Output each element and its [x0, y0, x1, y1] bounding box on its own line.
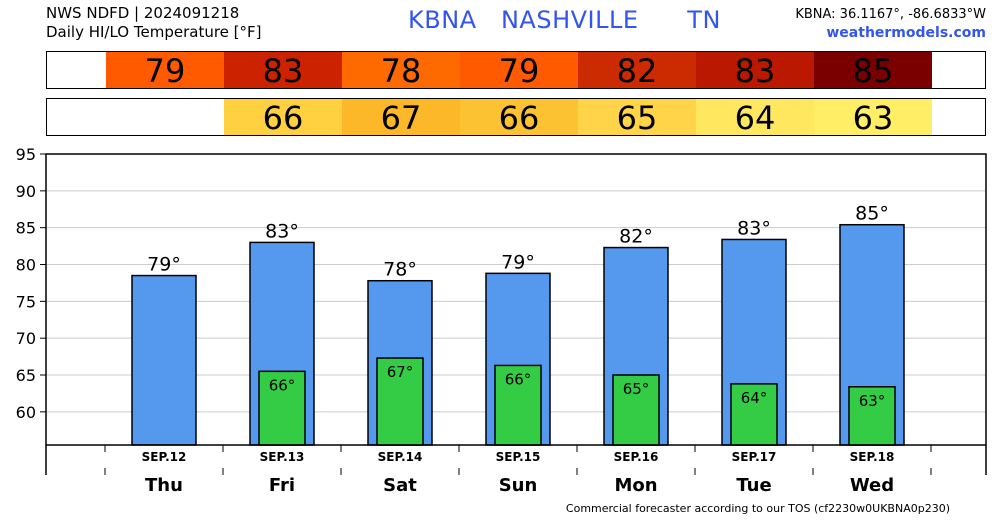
- lo-strip-cell-4: 65: [578, 99, 696, 137]
- chart-subtitle: Daily HI/LO Temperature [°F]: [46, 23, 262, 41]
- lo-strip-cell-3: 66: [460, 99, 578, 137]
- y-tick-label-80: 80: [16, 256, 36, 275]
- lo-strip-cell-1: 66: [224, 99, 342, 137]
- lo-strip-cell-5: 64: [696, 99, 814, 137]
- hi-strip-cell-5: 83: [696, 52, 814, 90]
- lo-strip-cell-6: 63: [814, 99, 932, 137]
- header-right: KBNA: 36.1167°, -86.6833°W weathermodels…: [795, 5, 986, 43]
- weekday-label-3: Sun: [499, 475, 538, 496]
- y-tick-label-90: 90: [16, 182, 36, 201]
- low-bar-3: [494, 364, 542, 446]
- date-label-2: SEP.14: [378, 450, 423, 464]
- high-bar-0: [131, 274, 197, 446]
- y-tick-label-85: 85: [16, 219, 36, 238]
- weekday-label-5: Tue: [736, 475, 771, 496]
- plot-border: [45, 153, 987, 446]
- high-bar-label-4: 82°: [619, 226, 653, 248]
- low-bar-2: [376, 357, 424, 446]
- date-label-0: SEP.12: [142, 450, 187, 464]
- lo-strip-cell-0: [106, 99, 224, 135]
- high-bar-label-1: 83°: [265, 220, 299, 242]
- low-bar-label-5: 64°: [741, 389, 768, 407]
- model-run-label: NWS NDFD | 2024091218: [46, 4, 240, 22]
- hi-strip-cell-2: 78: [342, 52, 460, 90]
- hi-strip-cell-4: 82: [578, 52, 696, 90]
- low-bar-6: [848, 386, 896, 446]
- high-bar-label-3: 79°: [501, 251, 535, 273]
- site-link[interactable]: weathermodels.com: [826, 25, 986, 41]
- hi-strip-cell-3: 79: [460, 52, 578, 90]
- station-title: KBNA NASHVILLE TN: [408, 6, 721, 34]
- high-bar-label-2: 78°: [383, 259, 417, 281]
- date-label-6: SEP.18: [850, 450, 895, 464]
- weekday-label-6: Wed: [850, 475, 894, 496]
- weekday-label-4: Mon: [614, 475, 657, 496]
- low-bar-label-2: 67°: [387, 363, 414, 381]
- low-bar-label-3: 66°: [505, 370, 532, 388]
- hi-strip-cell-6: 85: [814, 52, 932, 90]
- weekday-label-2: Sat: [383, 475, 417, 496]
- low-temp-strip: 66 67 66 65 64 63: [46, 98, 986, 137]
- y-tick-label-60: 60: [16, 403, 36, 422]
- hi-strip-cell-1: 83: [224, 52, 342, 90]
- low-bar-label-1: 66°: [269, 376, 296, 394]
- station-coords: KBNA: 36.1167°, -86.6833°W: [795, 7, 986, 22]
- y-tick-label-95: 95: [16, 145, 36, 164]
- temperature-chart: 60 65 70 75 80 85 90 95 79° 83° 78° 79° 82° 83° 85° 66°…: [16, 145, 987, 496]
- weekday-label-0: Thu: [145, 475, 183, 496]
- y-tick-label-65: 65: [16, 366, 36, 385]
- date-label-3: SEP.15: [496, 450, 541, 464]
- date-label-5: SEP.17: [732, 450, 777, 464]
- high-bar-label-6: 85°: [855, 203, 889, 225]
- header-left: NWS NDFD | 2024091218 Daily HI/LO Temper…: [46, 4, 262, 42]
- date-label-1: SEP.13: [260, 450, 305, 464]
- hi-strip-cell-0: 79: [106, 52, 224, 90]
- low-bar-label-6: 63°: [859, 392, 886, 410]
- lo-strip-cell-2: 67: [342, 99, 460, 137]
- low-bar-4: [612, 374, 660, 446]
- weekday-label-1: Fri: [269, 475, 295, 496]
- y-tick-label-70: 70: [16, 329, 36, 348]
- date-label-4: SEP.16: [614, 450, 659, 464]
- low-bar-label-4: 65°: [623, 380, 650, 398]
- footer-note: Commercial forecaster according to our T…: [565, 502, 950, 515]
- high-temp-strip: 79 83 78 79 82 83 85: [46, 51, 986, 90]
- high-bar-label-5: 83°: [737, 217, 771, 239]
- high-bar-label-0: 79°: [147, 254, 181, 276]
- low-bar-1: [258, 370, 306, 446]
- y-tick-label-75: 75: [16, 292, 36, 311]
